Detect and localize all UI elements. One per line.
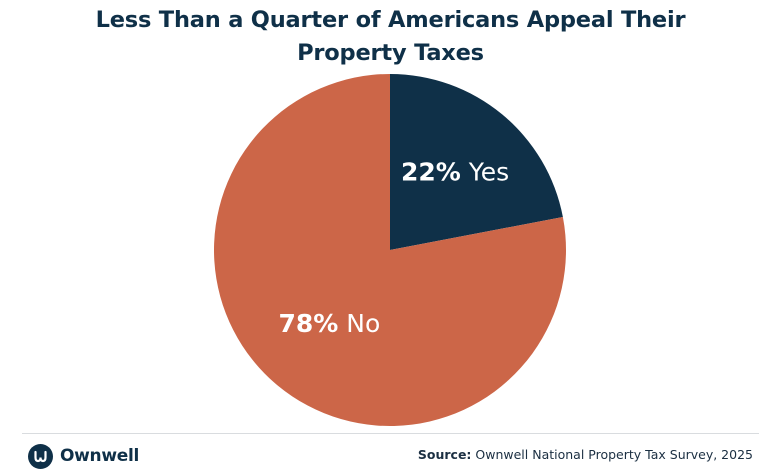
- pie-label-category: No: [338, 309, 380, 338]
- ownwell-logo-icon: [28, 443, 53, 469]
- pie-label-percent: 78%: [279, 309, 339, 338]
- chart-title-line-2: Property Taxes: [297, 40, 484, 66]
- pie-label-no: 78% No: [279, 309, 381, 338]
- chart-title: Less Than a Quarter of Americans Appeal …: [0, 4, 781, 70]
- ownwell-logo-text: Ownwell: [60, 446, 140, 466]
- chart-title-line-1: Less Than a Quarter of Americans Appeal …: [95, 7, 686, 33]
- ownwell-logo[interactable]: Ownwell: [28, 443, 139, 469]
- source-text: Ownwell National Property Tax Survey, 20…: [471, 447, 753, 462]
- pie-slice-no: [213, 74, 566, 426]
- pie-label-category: Yes: [461, 157, 509, 186]
- source-label: Source:: [417, 447, 472, 462]
- pie-label-yes: 22% Yes: [401, 157, 509, 186]
- footer-divider: [22, 433, 759, 434]
- pie-label-percent: 22%: [401, 157, 461, 186]
- source-note: Source: Ownwell National Property Tax Su…: [418, 447, 753, 462]
- pie-slice-yes: [390, 74, 563, 250]
